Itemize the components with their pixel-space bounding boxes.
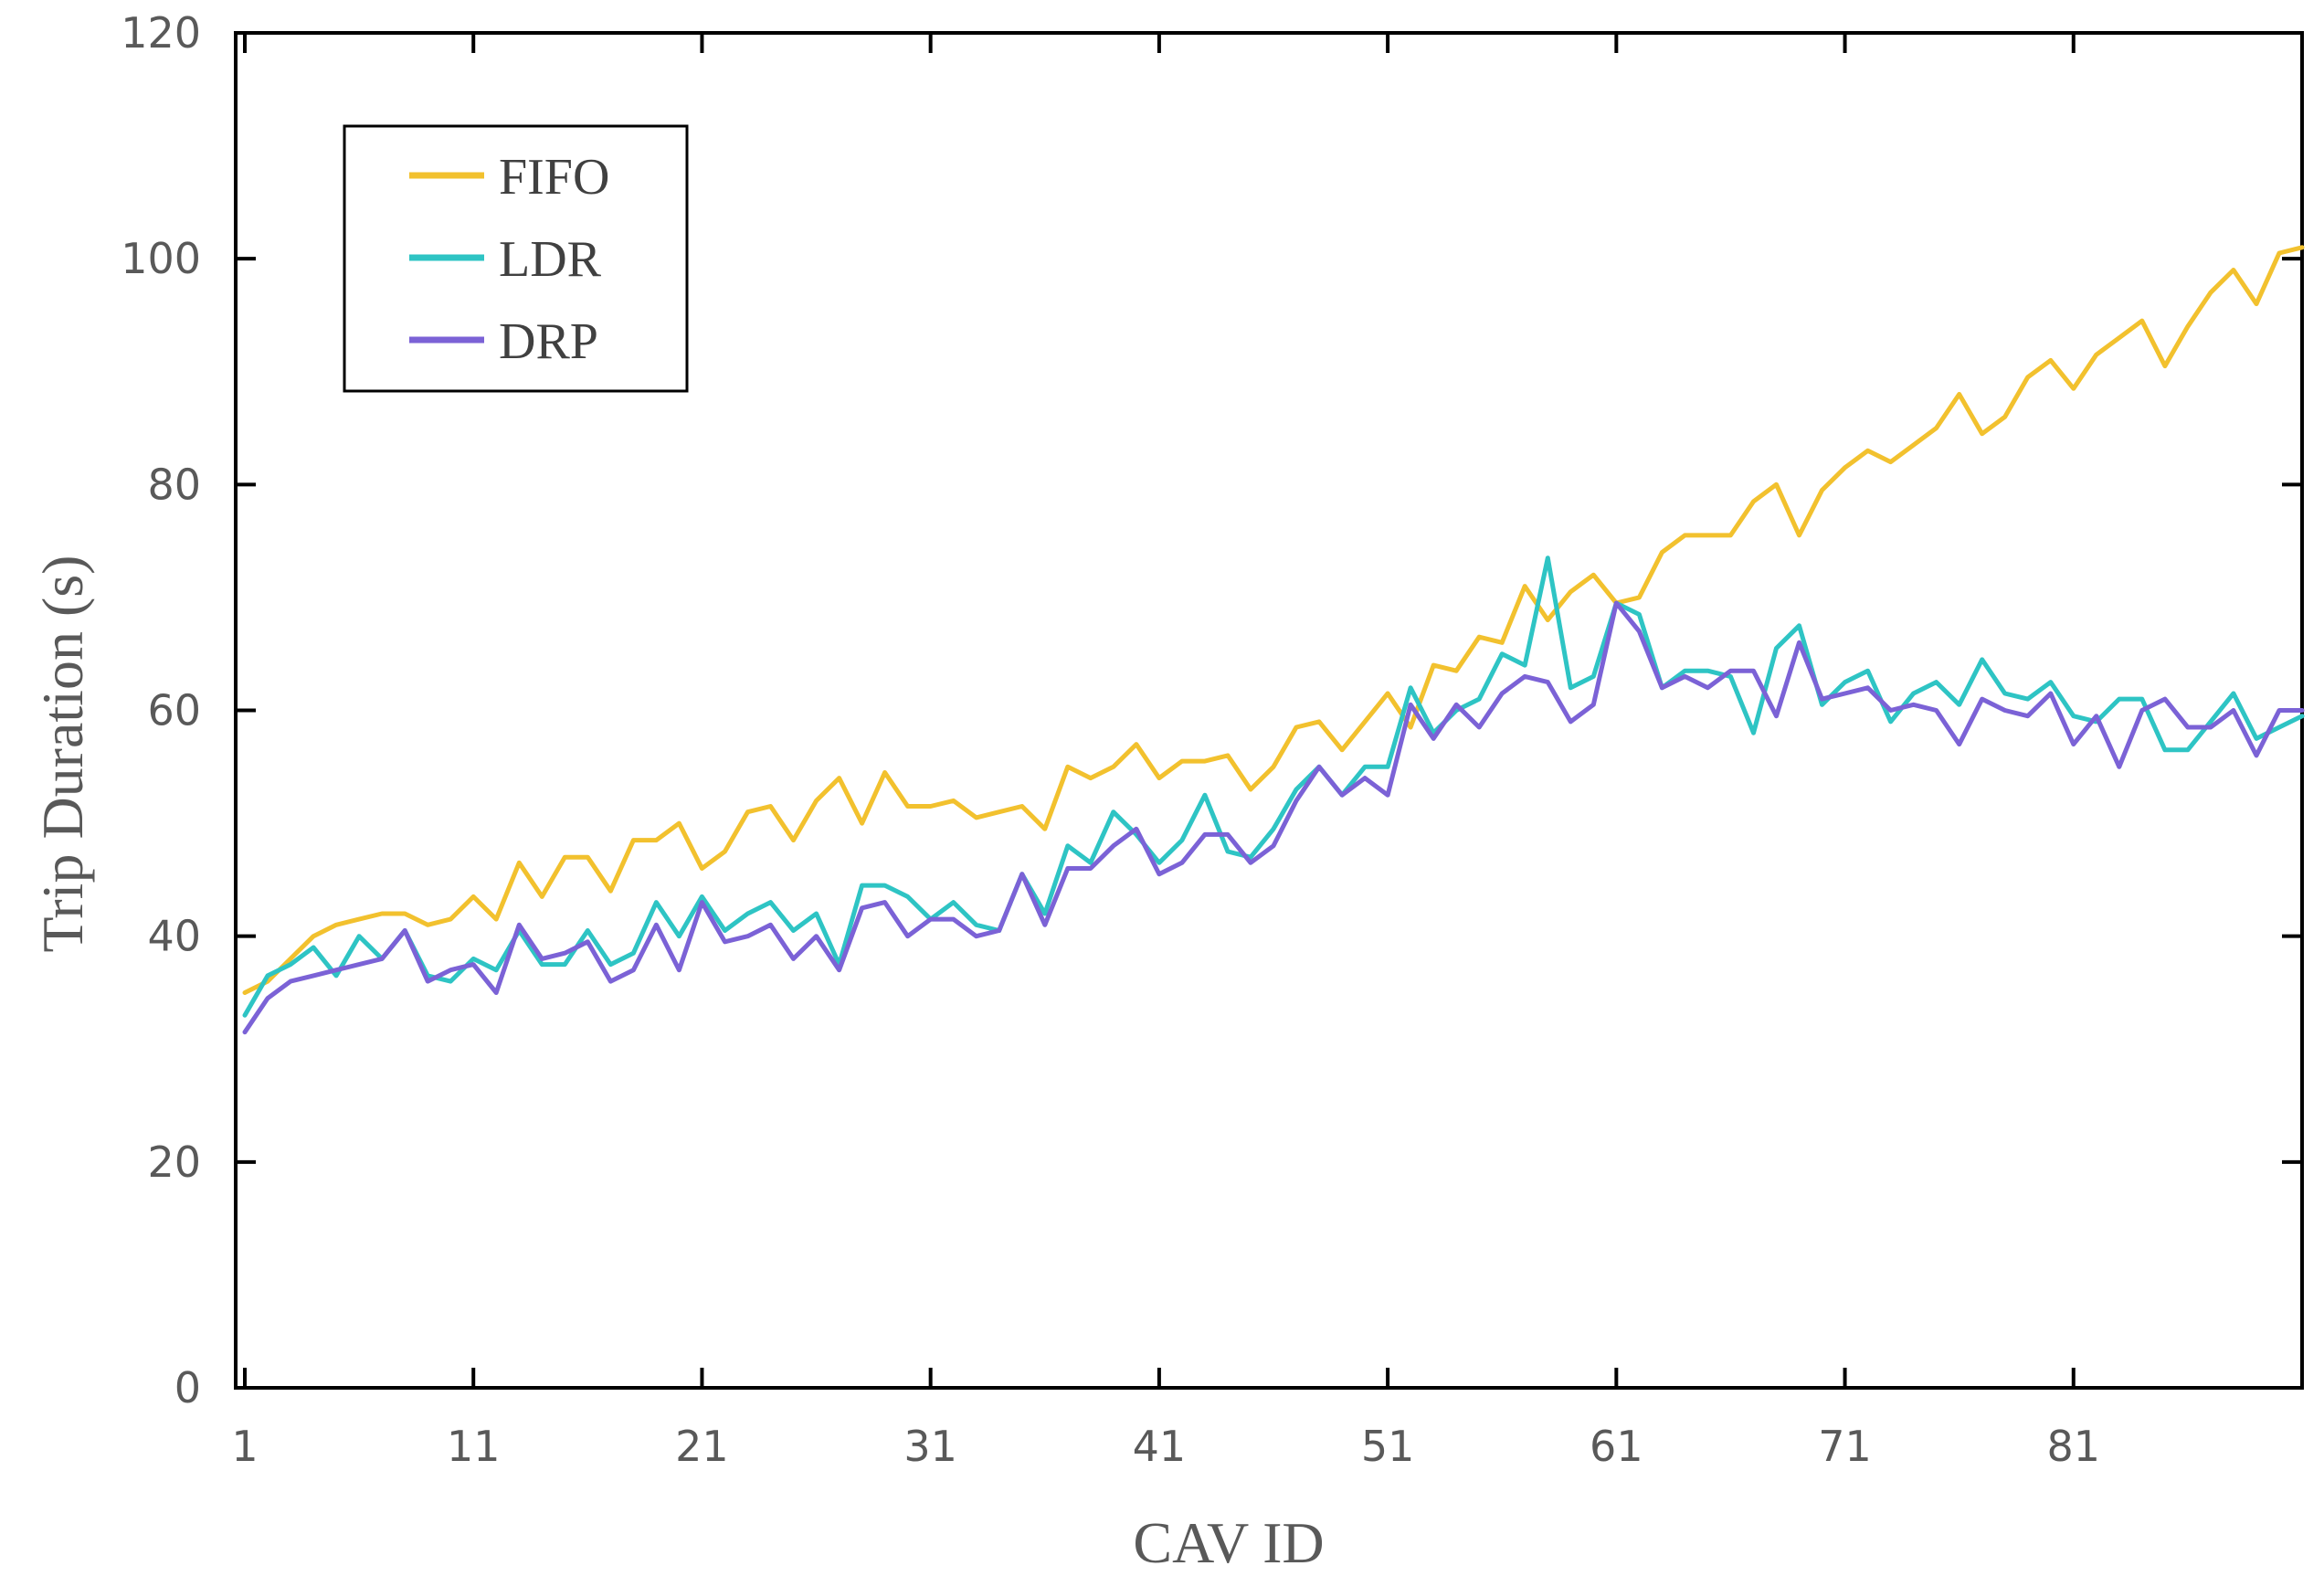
y-tick-label: 0 xyxy=(174,1363,201,1412)
x-tick-label: 81 xyxy=(2047,1422,2101,1471)
y-tick-label: 80 xyxy=(147,460,201,509)
y-tick-label: 120 xyxy=(121,8,201,58)
x-tick-label: 21 xyxy=(675,1422,729,1471)
x-tick-label: 31 xyxy=(903,1422,957,1471)
axis-ticks xyxy=(236,31,2302,1390)
y-axis-title: Trip Duration (s) xyxy=(30,555,95,953)
x-axis-title: CAV ID xyxy=(1133,1510,1324,1575)
series-line-fifo xyxy=(242,245,2305,995)
legend: FIFO LDR DRP xyxy=(343,124,689,393)
x-tick-label: 51 xyxy=(1361,1422,1415,1471)
x-tick-label: 61 xyxy=(1590,1422,1643,1471)
x-tick-label: 71 xyxy=(1818,1422,1872,1471)
series-line-ldr xyxy=(242,555,2305,1018)
y-tick-label: 60 xyxy=(147,686,201,735)
y-tick-label: 20 xyxy=(147,1137,201,1187)
x-tick-label: 11 xyxy=(447,1422,501,1471)
legend-box xyxy=(343,124,689,393)
y-tick-label: 40 xyxy=(147,912,201,961)
x-tick-label: 41 xyxy=(1133,1422,1187,1471)
series-lines xyxy=(242,245,2305,1035)
y-tick-label: 100 xyxy=(121,234,201,283)
legend-label-ldr: LDR xyxy=(499,231,602,288)
legend-label-fifo: FIFO xyxy=(499,149,609,206)
x-tick-label: 1 xyxy=(231,1422,258,1471)
series-line-drp xyxy=(242,600,2305,1035)
legend-label-drp: DRP xyxy=(499,313,598,370)
